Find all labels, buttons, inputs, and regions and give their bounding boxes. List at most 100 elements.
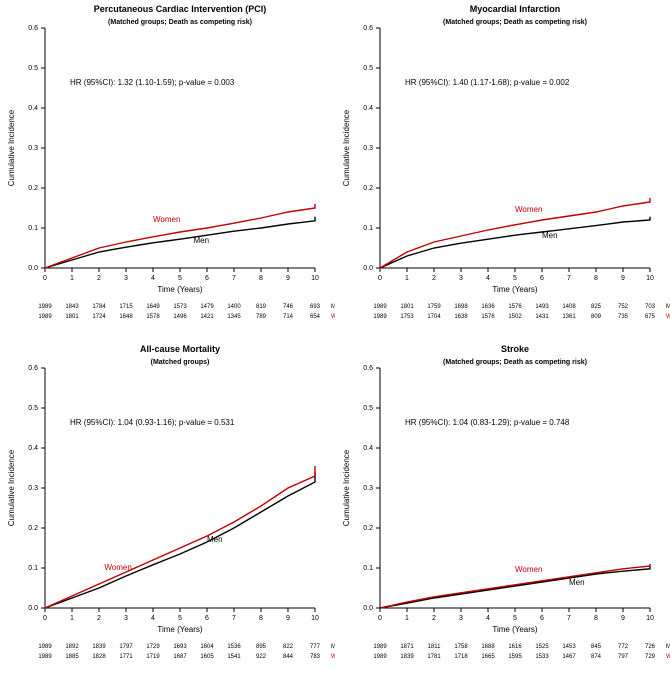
risk-women-cell: 1828 bbox=[92, 654, 106, 660]
label-men: Men bbox=[194, 236, 210, 245]
risk-men-cell: 1784 bbox=[92, 304, 106, 310]
risk-women-cell: 1753 bbox=[400, 314, 414, 320]
risk-men-cell: 693 bbox=[310, 304, 321, 310]
risk-women-cell: 1533 bbox=[535, 654, 549, 660]
label-women: Women bbox=[515, 205, 542, 214]
xtick-label: 10 bbox=[646, 615, 654, 622]
ytick-label: 0.3 bbox=[363, 485, 373, 492]
xtick-label: 4 bbox=[486, 275, 490, 282]
label-women: Women bbox=[104, 563, 131, 572]
xtick-label: 5 bbox=[178, 615, 182, 622]
risk-men-cell: 1616 bbox=[508, 644, 522, 650]
risk-men-cell: 1576 bbox=[508, 304, 522, 310]
risk-men-cell: 1989 bbox=[373, 644, 387, 650]
label-men: Men bbox=[207, 535, 223, 544]
risk-men-cell: 1715 bbox=[119, 304, 133, 310]
hr-stat: HR (95%CI): 1.40 (1.17-1.68); p-value = … bbox=[405, 78, 570, 87]
risk-men-cell: 845 bbox=[591, 644, 602, 650]
ytick-label: 0.6 bbox=[28, 365, 38, 372]
chart-mortality: All-cause Mortality(Matched groups)0.00.… bbox=[0, 340, 335, 680]
panel-stroke: Stroke(Matched groups; Death as competin… bbox=[335, 340, 670, 680]
risk-women-cell: 1989 bbox=[38, 654, 52, 660]
risk-women-cell: 1595 bbox=[508, 654, 522, 660]
ylabel: Cumulative Incidence bbox=[342, 109, 351, 186]
risk-women-cell: 1885 bbox=[65, 654, 79, 660]
risk-women-cell: 1496 bbox=[173, 314, 187, 320]
xtick-label: 4 bbox=[486, 615, 490, 622]
risk-men-cell: 746 bbox=[283, 304, 294, 310]
risk-men-cell: 777 bbox=[310, 644, 321, 650]
risk-men-cell: 1758 bbox=[454, 644, 468, 650]
xtick-label: 10 bbox=[311, 615, 319, 622]
risk-men-cell: 1493 bbox=[535, 304, 549, 310]
line-men bbox=[45, 472, 315, 608]
xtick-label: 0 bbox=[43, 275, 47, 282]
ytick-label: 0.1 bbox=[363, 565, 373, 572]
ytick-label: 0.5 bbox=[28, 405, 38, 412]
risk-men-cell: 1479 bbox=[200, 304, 214, 310]
line-women bbox=[45, 466, 315, 608]
risk-women-cell: 1781 bbox=[427, 654, 441, 660]
xtick-label: 0 bbox=[378, 275, 382, 282]
xtick-label: 4 bbox=[151, 275, 155, 282]
risk-men-cell: 1729 bbox=[146, 644, 160, 650]
risk-men-cell: 1400 bbox=[227, 304, 241, 310]
risk-women-cell: 1421 bbox=[200, 314, 214, 320]
risk-women-cell: 1989 bbox=[373, 654, 387, 660]
chart-grid: Percutaneous Cardiac Intervention (PCI)(… bbox=[0, 0, 670, 680]
xtick-label: 3 bbox=[124, 275, 128, 282]
ytick-label: 0.5 bbox=[363, 65, 373, 72]
ytick-label: 0.4 bbox=[363, 445, 373, 452]
panel-pci: Percutaneous Cardiac Intervention (PCI)(… bbox=[0, 0, 335, 340]
ytick-label: 0.4 bbox=[363, 105, 373, 112]
risk-men-cell: 819 bbox=[256, 304, 267, 310]
risk-men-cell: 1839 bbox=[92, 644, 106, 650]
risk-men-cell: 1698 bbox=[454, 304, 468, 310]
xtick-label: 9 bbox=[621, 275, 625, 282]
risk-women-cell: 922 bbox=[256, 654, 267, 660]
risk-women-cell: 1361 bbox=[562, 314, 576, 320]
xtick-label: 6 bbox=[205, 615, 209, 622]
risk-men-cell: 822 bbox=[283, 644, 294, 650]
xtick-label: 5 bbox=[513, 275, 517, 282]
risk-women-cell: 729 bbox=[645, 654, 656, 660]
xtick-label: 1 bbox=[405, 275, 409, 282]
axes bbox=[380, 28, 650, 268]
xtick-label: 10 bbox=[311, 275, 319, 282]
panel-mortality: All-cause Mortality(Matched groups)0.00.… bbox=[0, 340, 335, 680]
risk-women-cell: 1648 bbox=[119, 314, 133, 320]
xtick-label: 9 bbox=[286, 275, 290, 282]
risk-men-cell: 1688 bbox=[481, 644, 495, 650]
risk-women-cell: 735 bbox=[618, 314, 629, 320]
risk-women-cell: 783 bbox=[310, 654, 321, 660]
xtick-label: 0 bbox=[43, 615, 47, 622]
xtick-label: 8 bbox=[594, 275, 598, 282]
chart-subtitle: (Matched groups; Death as competing risk… bbox=[443, 19, 587, 26]
xlabel: Time (Years) bbox=[157, 285, 203, 294]
risk-men-cell: 1636 bbox=[481, 304, 495, 310]
chart-stroke: Stroke(Matched groups; Death as competin… bbox=[335, 340, 670, 680]
risk-women-cell: 1605 bbox=[200, 654, 214, 660]
risk-men-cell: 1573 bbox=[173, 304, 187, 310]
chart-title: Myocardial Infarction bbox=[470, 4, 561, 14]
panel-mi: Myocardial Infarction (Matched groups; De… bbox=[335, 0, 670, 340]
risk-women-cell: 874 bbox=[591, 654, 602, 660]
risk-men-cell: 1811 bbox=[428, 644, 442, 650]
hr-stat: HR (95%CI): 1.04 (0.93-1.16); p-value = … bbox=[70, 418, 235, 427]
risk-men-cell: 1408 bbox=[562, 304, 576, 310]
xtick-label: 7 bbox=[232, 615, 236, 622]
risk-men-cell: 1871 bbox=[400, 644, 414, 650]
risk-women-cell: 809 bbox=[591, 314, 602, 320]
risk-women-cell: 1638 bbox=[454, 314, 468, 320]
ytick-label: 0.3 bbox=[28, 145, 38, 152]
ytick-label: 0.2 bbox=[363, 185, 373, 192]
risk-men-cell: 726 bbox=[645, 644, 656, 650]
risk-men-label: MEN bbox=[666, 304, 670, 310]
hr-stat: HR (95%CI): 1.32 (1.10-1.59); p-value = … bbox=[70, 78, 235, 87]
risk-women-cell: 1665 bbox=[481, 654, 495, 660]
xtick-label: 2 bbox=[432, 615, 436, 622]
ytick-label: 0.0 bbox=[363, 605, 373, 612]
xtick-label: 3 bbox=[459, 275, 463, 282]
ylabel: Cumulative Incidence bbox=[7, 109, 16, 186]
risk-men-cell: 1453 bbox=[562, 644, 576, 650]
